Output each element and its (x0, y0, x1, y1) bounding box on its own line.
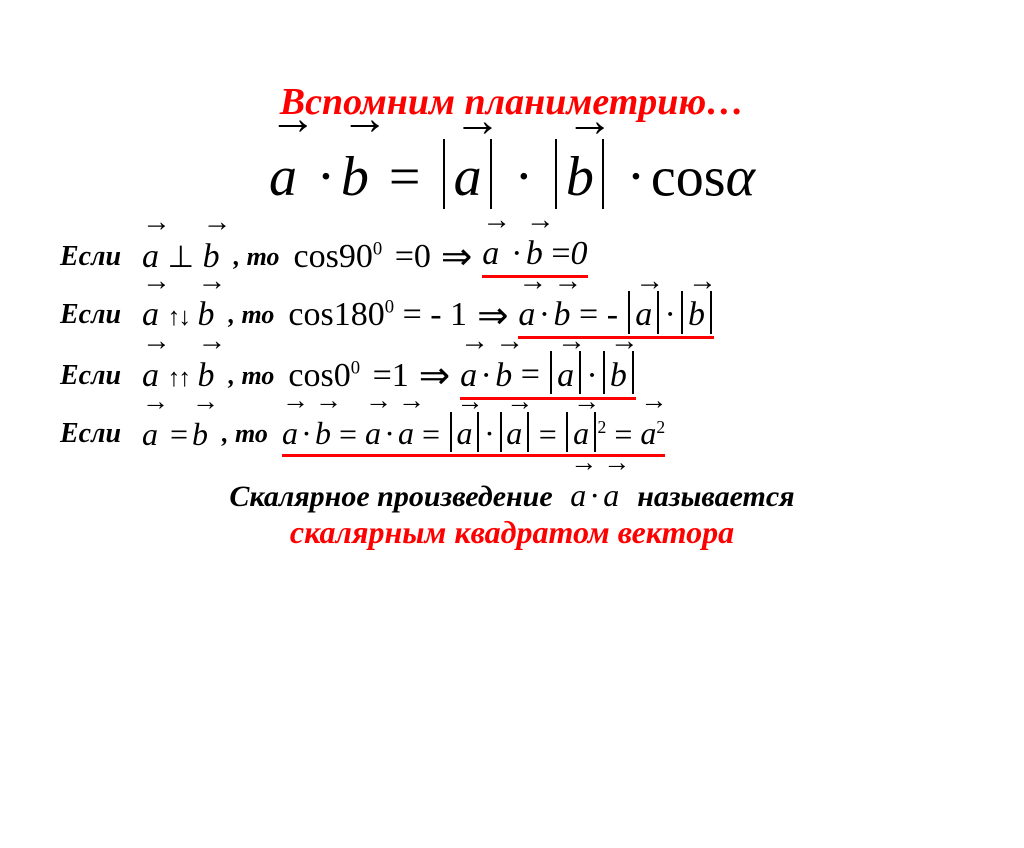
page-title: Вспомним планиметрию… (0, 80, 1024, 124)
row-equal: Если →a =→b , то →a·→b = →a·→a = →a·→a =… (60, 412, 1024, 458)
if-label: Если (60, 241, 130, 273)
to-label: , то (234, 242, 280, 272)
result-parallel: →a·→b = →a·→b (460, 351, 636, 399)
bottom-caption: Скалярное произведение →a·→a называется … (0, 477, 1024, 551)
scalar-square-label: скалярным квадратом вектора (290, 514, 734, 550)
main-formula: →a ·→b = →a · →b ·cosα (0, 139, 1024, 209)
